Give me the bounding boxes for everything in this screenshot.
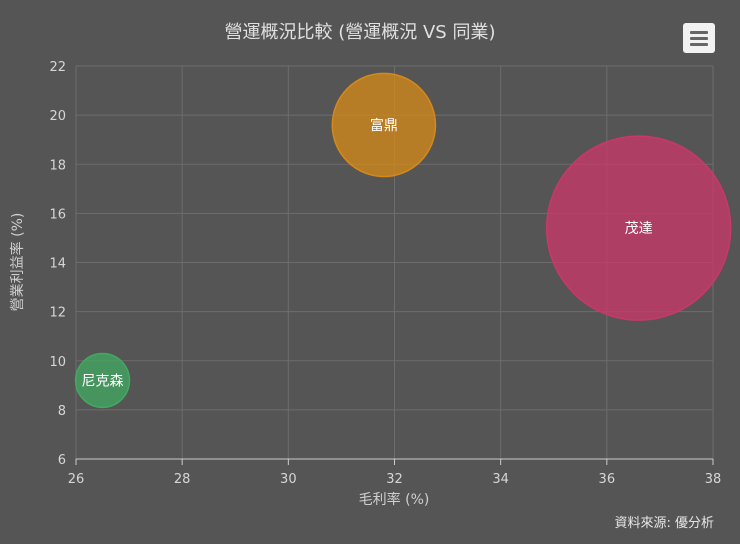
x-tick-label: 38: [705, 472, 722, 487]
bubble-data-label: 富鼎: [370, 117, 398, 134]
y-axis-ticks: 6 8 10 12 14 16 18 20 22: [49, 60, 66, 468]
x-tick-label: 30: [280, 472, 297, 487]
x-tick-label: 36: [599, 472, 616, 487]
source-credit: 資料來源: 優分析: [614, 516, 714, 531]
bubble-point[interactable]: [74, 352, 131, 409]
x-tick-label: 28: [174, 472, 191, 487]
bubble-point[interactable]: [545, 135, 732, 321]
bubble-data-label: 茂達: [625, 220, 653, 237]
x-axis-ticks: 26 28 30 32 34 36 38: [68, 459, 722, 487]
bubble-point[interactable]: [331, 72, 437, 178]
chart-title: 營運概況比較 (營運概況 VS 同業): [225, 22, 496, 43]
hamburger-menu-icon[interactable]: [683, 23, 715, 53]
y-axis-label: 營業利益率 (%): [9, 213, 26, 312]
x-tick-label: 32: [386, 472, 403, 487]
x-tick-label: 34: [492, 472, 509, 487]
y-tick-label: 10: [49, 355, 66, 370]
y-tick-label: 6: [58, 453, 66, 468]
y-tick-label: 8: [58, 404, 66, 419]
y-tick-label: 18: [49, 158, 66, 173]
y-tick-label: 22: [49, 60, 66, 75]
y-tick-label: 16: [49, 207, 66, 222]
bubble-data-label: 尼克森: [82, 373, 124, 389]
y-tick-label: 12: [49, 306, 66, 321]
x-tick-label: 26: [68, 472, 85, 487]
y-tick-label: 20: [49, 109, 66, 124]
y-tick-label: 14: [49, 257, 66, 272]
x-axis-label: 毛利率 (%): [359, 491, 430, 508]
